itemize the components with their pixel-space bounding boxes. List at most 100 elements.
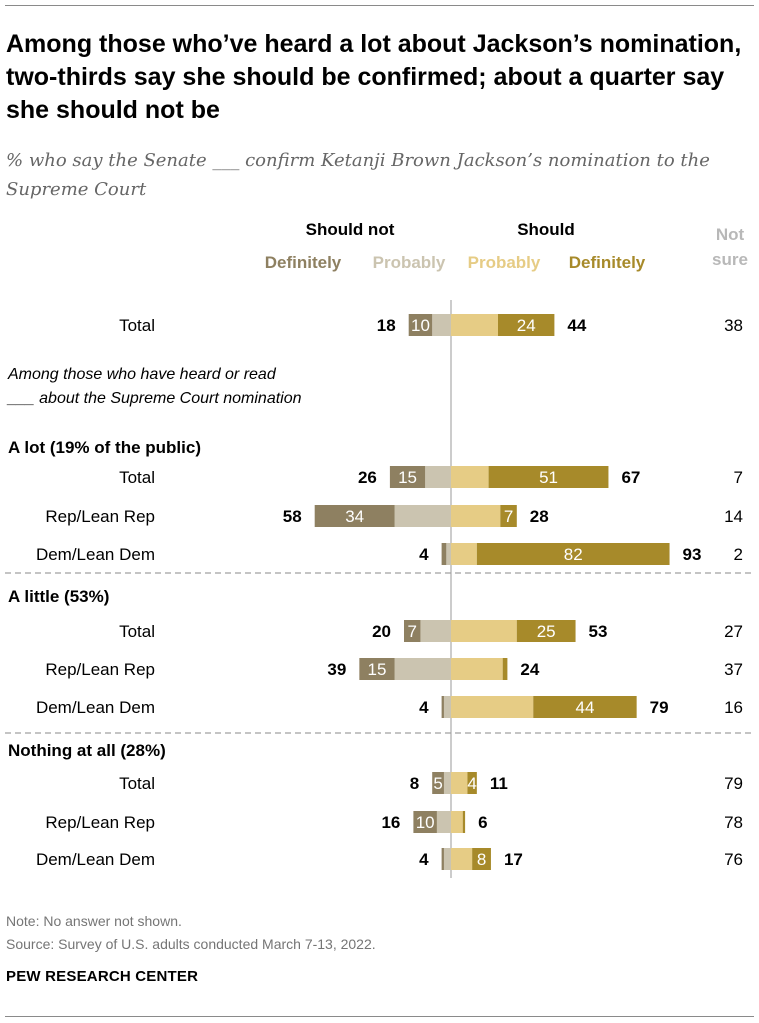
diverging-bar-chart: Should not Should Not sure Definitely Probabl… bbox=[5, 220, 754, 878]
net-should-not: 18 bbox=[377, 316, 396, 335]
net-should: 44 bbox=[567, 316, 586, 335]
bar-definitely-not bbox=[408, 314, 433, 336]
label-definitely: 24 bbox=[517, 316, 536, 335]
row-label: Rep/Lean Rep bbox=[45, 813, 155, 832]
intro-note-line1: Among those who have heard or read bbox=[7, 366, 277, 383]
group-label: A lot (19% of the public) bbox=[8, 438, 201, 457]
row-label: Dem/Lean Dem bbox=[36, 698, 155, 717]
not-sure-value: 38 bbox=[724, 316, 743, 335]
row-label: Dem/Lean Dem bbox=[36, 545, 155, 564]
net-should-not: 4 bbox=[419, 545, 429, 564]
net-should: 11 bbox=[490, 774, 508, 793]
label-definitely: 8 bbox=[477, 850, 486, 869]
label-definitely-not: 10 bbox=[416, 813, 435, 832]
label-definitely-not: 15 bbox=[398, 468, 417, 487]
bar-probably bbox=[451, 696, 534, 718]
legend-definitely: Definitely bbox=[569, 253, 646, 272]
bar-definitely-not bbox=[389, 466, 426, 488]
label-definitely: 82 bbox=[564, 545, 583, 564]
bar-probably-not bbox=[420, 620, 451, 642]
bar-definitely-not bbox=[441, 848, 444, 870]
net-should-not: 39 bbox=[327, 660, 346, 679]
net-should: 53 bbox=[589, 622, 608, 641]
header-should-not: Should not bbox=[306, 220, 395, 239]
bar-probably bbox=[451, 811, 463, 833]
net-should-not: 8 bbox=[410, 774, 419, 793]
bar-definitely-not bbox=[359, 658, 395, 680]
legend-probably: Probably bbox=[468, 253, 541, 272]
bar-probably-not bbox=[432, 314, 451, 336]
bar-definitely bbox=[488, 466, 609, 488]
label-definitely-not: 7 bbox=[407, 622, 416, 641]
row-label: Total bbox=[119, 622, 155, 641]
label-definitely: 4 bbox=[467, 774, 476, 793]
bar-definitely bbox=[467, 772, 477, 794]
bar-definitely-not bbox=[441, 543, 447, 565]
header-should: Should bbox=[517, 220, 575, 239]
net-should: 24 bbox=[520, 660, 539, 679]
bar-probably bbox=[451, 620, 517, 642]
bar-probably bbox=[451, 466, 489, 488]
bar-probably-not bbox=[425, 466, 451, 488]
net-should: 28 bbox=[530, 507, 549, 526]
not-sure-value: 14 bbox=[724, 507, 743, 526]
bar-probably bbox=[451, 543, 477, 565]
net-should-not: 58 bbox=[283, 507, 302, 526]
legend-definitely-not: Definitely bbox=[265, 253, 342, 272]
net-should-not: 4 bbox=[419, 698, 429, 717]
label-definitely-not: 10 bbox=[411, 316, 430, 335]
bar-probably-not bbox=[443, 696, 451, 718]
bar-definitely-not bbox=[314, 505, 395, 527]
footnote: Note: No answer not shown. bbox=[6, 913, 182, 929]
not-sure-value: 2 bbox=[734, 545, 743, 564]
label-definitely: 44 bbox=[575, 698, 594, 717]
label-definitely-not: 34 bbox=[345, 507, 364, 526]
chart-subtitle: % who say the Senate ___ confirm Ketanji… bbox=[6, 150, 710, 200]
bar-definitely bbox=[502, 658, 508, 680]
not-sure-value: 7 bbox=[734, 468, 743, 487]
bar-probably bbox=[451, 772, 468, 794]
bar-probably-not bbox=[394, 658, 451, 680]
bar-definitely-not bbox=[413, 811, 437, 833]
not-sure-value: 78 bbox=[724, 813, 743, 832]
label-definitely: 7 bbox=[504, 507, 513, 526]
net-should: 93 bbox=[683, 545, 702, 564]
row-label: Total bbox=[119, 316, 155, 335]
header-not-sure-line1: Not bbox=[716, 225, 745, 244]
net-should: 17 bbox=[504, 850, 523, 869]
row-label: Total bbox=[119, 468, 155, 487]
bar-definitely bbox=[498, 314, 555, 336]
label-definitely: 51 bbox=[539, 468, 558, 487]
not-sure-value: 79 bbox=[724, 774, 743, 793]
bar-definitely bbox=[516, 620, 576, 642]
row-label: Rep/Lean Rep bbox=[45, 660, 155, 679]
intro-note-line2: ___ about the Supreme Court nomination bbox=[6, 390, 302, 407]
source-line: Source: Survey of U.S. adults conducted … bbox=[6, 936, 376, 952]
bar-probably-not bbox=[443, 848, 451, 870]
group-label: A little (53%) bbox=[8, 587, 109, 606]
bar-definitely-not bbox=[441, 696, 444, 718]
bar-definitely-not bbox=[432, 772, 444, 794]
pew-logo-text: PEW RESEARCH CENTER bbox=[6, 968, 199, 985]
not-sure-value: 27 bbox=[724, 622, 743, 641]
bar-definitely bbox=[500, 505, 517, 527]
bar-definitely bbox=[533, 696, 637, 718]
bar-definitely bbox=[476, 543, 670, 565]
bar-probably bbox=[451, 314, 498, 336]
row-label: Rep/Lean Rep bbox=[45, 507, 155, 526]
label-definitely-not: 15 bbox=[368, 660, 387, 679]
bar-probably bbox=[451, 505, 501, 527]
bar-definitely-not bbox=[404, 620, 421, 642]
not-sure-value: 37 bbox=[724, 660, 743, 679]
legend-probably-not: Probably bbox=[373, 253, 446, 272]
bar-definitely bbox=[462, 811, 466, 833]
bar-definitely bbox=[472, 848, 491, 870]
row-label: Dem/Lean Dem bbox=[36, 850, 155, 869]
not-sure-value: 16 bbox=[724, 698, 743, 717]
label-definitely: 25 bbox=[537, 622, 556, 641]
net-should: 6 bbox=[478, 813, 487, 832]
header-not-sure-line2: sure bbox=[712, 250, 748, 269]
label-definitely-not: 5 bbox=[433, 774, 442, 793]
group-label: Nothing at all (28%) bbox=[8, 741, 166, 760]
net-should: 67 bbox=[621, 468, 640, 487]
